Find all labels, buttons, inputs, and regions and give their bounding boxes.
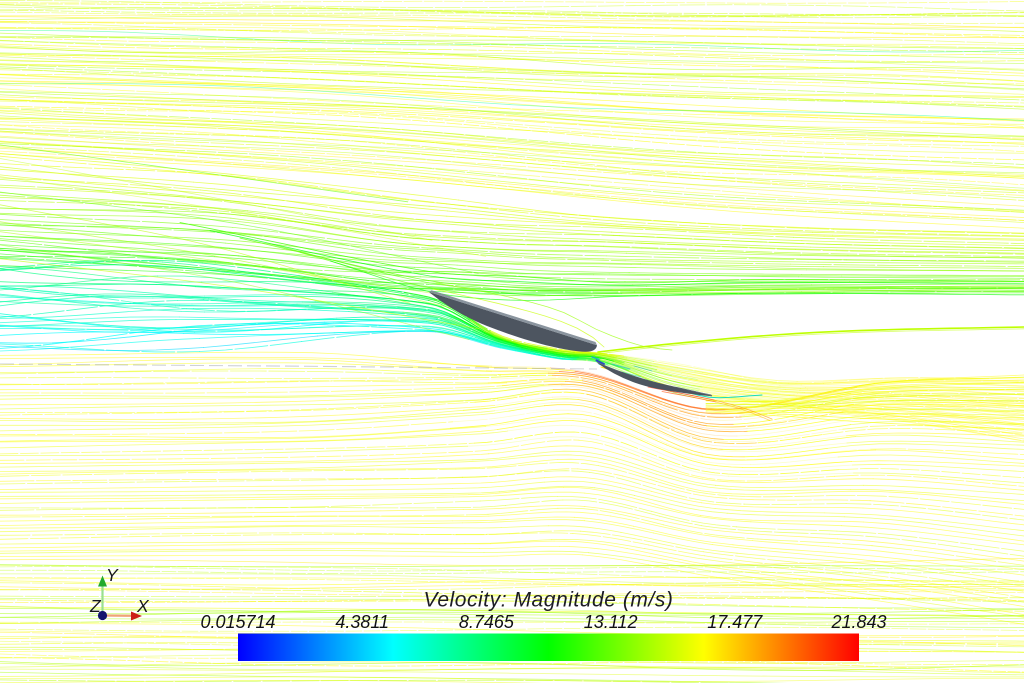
svg-text:13.112: 13.112 — [584, 612, 638, 632]
svg-text:4.3811: 4.3811 — [335, 612, 389, 632]
svg-text:0.015714: 0.015714 — [200, 612, 275, 632]
svg-text:Y: Y — [106, 565, 119, 585]
svg-text:8.7465: 8.7465 — [459, 612, 515, 632]
svg-text:Z: Z — [89, 596, 102, 616]
svg-text:17.477: 17.477 — [707, 612, 763, 632]
svg-text:X: X — [136, 596, 150, 616]
svg-text:21.843: 21.843 — [830, 612, 886, 632]
svg-text:Velocity: Magnitude (m/s): Velocity: Magnitude (m/s) — [424, 589, 674, 612]
